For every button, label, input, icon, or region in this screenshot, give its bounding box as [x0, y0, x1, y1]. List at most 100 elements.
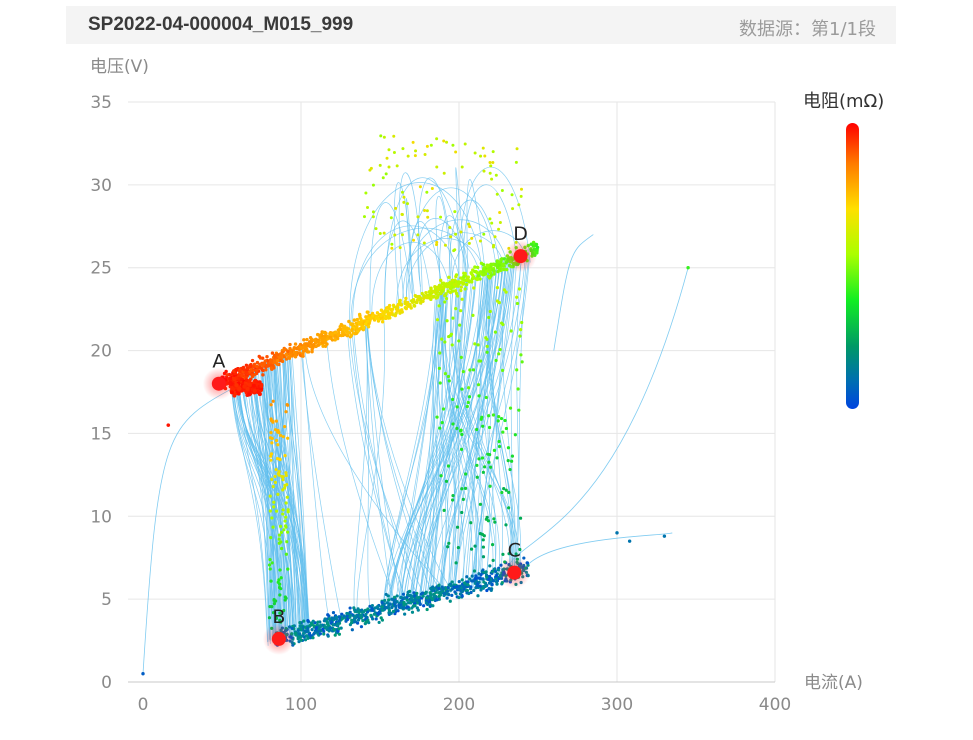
data-point [455, 405, 459, 409]
data-point [425, 295, 429, 300]
data-point [286, 436, 290, 440]
x-tick-label: 0 [138, 695, 149, 715]
data-point [252, 388, 257, 393]
data-point [340, 617, 344, 621]
data-point [498, 348, 502, 352]
data-point [510, 193, 514, 197]
data-point [387, 303, 392, 308]
data-point [445, 140, 449, 144]
data-point [274, 509, 279, 513]
data-point [379, 313, 383, 318]
data-point [338, 615, 342, 620]
data-point [364, 620, 368, 624]
data-point [504, 523, 508, 527]
data-point [480, 456, 485, 460]
data-point [283, 453, 287, 458]
trace-line [366, 321, 442, 594]
data-point [284, 596, 288, 600]
data-point [492, 448, 497, 452]
data-point [458, 323, 462, 327]
data-point [473, 265, 477, 269]
data-point [518, 547, 522, 552]
data-point [268, 509, 272, 513]
y-tick-label: 5 [101, 590, 112, 610]
data-point [304, 634, 309, 638]
data-point [333, 338, 337, 342]
data-point [340, 330, 345, 334]
data-point [364, 191, 368, 195]
data-point [271, 419, 275, 423]
data-point [447, 379, 451, 383]
data-point [422, 293, 426, 298]
data-point [472, 286, 476, 290]
data-point [263, 359, 268, 363]
data-point [446, 284, 451, 288]
data-point [434, 287, 438, 292]
data-point [497, 439, 501, 444]
data-point [378, 163, 382, 167]
colorbar[interactable] [846, 123, 859, 409]
data-point [416, 233, 420, 237]
data-point [449, 332, 454, 336]
data-point [488, 564, 492, 568]
data-point [389, 611, 393, 615]
data-point [398, 246, 402, 250]
data-point [392, 304, 396, 309]
data-point [492, 268, 496, 272]
trace-line [405, 198, 415, 302]
data-point [472, 569, 477, 573]
data-point [382, 231, 386, 235]
data-point [278, 457, 282, 461]
data-point [402, 195, 406, 199]
data-point [264, 368, 268, 372]
data-point [481, 424, 485, 428]
data-point [281, 475, 285, 479]
data-point [438, 590, 442, 595]
trace-line [384, 291, 443, 608]
data-point [350, 327, 354, 332]
data-point [447, 334, 451, 339]
data-point [402, 200, 406, 204]
data-point [364, 612, 368, 617]
key-point-marker [507, 565, 522, 580]
data-point [402, 603, 406, 607]
data-point [359, 625, 364, 629]
data-point [335, 617, 339, 621]
data-point [497, 263, 502, 267]
data-point [459, 588, 463, 593]
data-point [322, 632, 326, 636]
data-point [284, 525, 288, 529]
data-point [459, 230, 463, 234]
trace-line [301, 348, 331, 625]
trace-line [396, 238, 484, 309]
data-point [435, 165, 439, 169]
data-point [460, 578, 464, 582]
data-source-label[interactable]: 数据源：第1/1段 [739, 19, 876, 40]
data-point [341, 333, 345, 338]
data-point [435, 318, 440, 322]
data-point [277, 541, 281, 545]
data-point [460, 487, 464, 491]
data-point [280, 352, 284, 356]
data-point [324, 331, 328, 336]
data-point [493, 235, 497, 239]
data-point [401, 606, 406, 610]
data-point [257, 354, 261, 359]
data-point [482, 267, 486, 272]
data-point [234, 367, 238, 372]
data-point [395, 306, 400, 311]
data-point [382, 312, 386, 317]
data-point [470, 280, 474, 284]
data-point [315, 623, 319, 627]
data-point [504, 290, 508, 294]
data-point [469, 521, 473, 525]
data-point [435, 415, 439, 419]
trace-line [290, 352, 304, 634]
data-point [491, 413, 496, 417]
data-point [485, 337, 489, 341]
data-point [370, 604, 374, 608]
data-point [415, 596, 419, 600]
data-point [259, 383, 264, 388]
data-point [399, 600, 403, 605]
data-point [325, 620, 329, 625]
